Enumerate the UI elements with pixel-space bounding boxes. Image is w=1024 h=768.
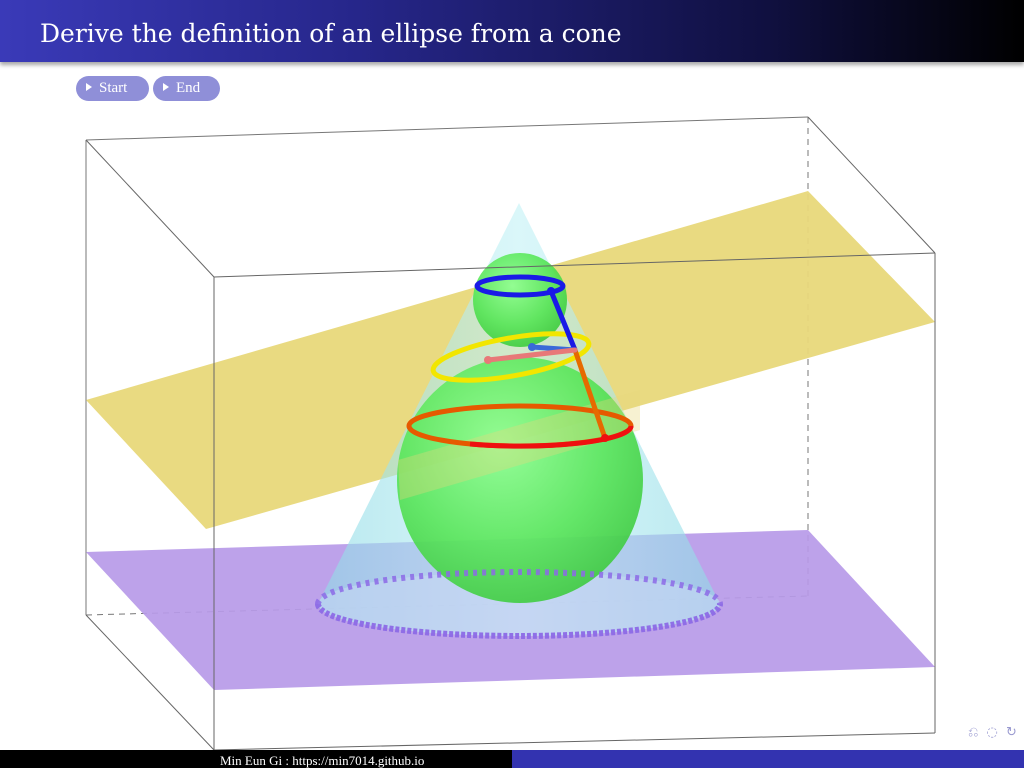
footer-right [512,750,1024,768]
lower-sphere[interactable] [397,357,643,603]
end-button-label: End [176,80,201,96]
slide-title: Derive the definition of an ellipse from… [40,19,622,48]
focal-segments [485,288,608,441]
start-button[interactable]: Start [76,76,149,101]
lower-tangent-circle [406,403,634,449]
intersection-ellipse [430,331,592,383]
title-bar: Derive the definition of an ellipse from… [0,0,1024,62]
dandelin-spheres-scene[interactable] [0,0,1024,750]
upper-tangent-circle [474,274,566,298]
footer-left [0,750,512,768]
bounding-box-front [85,116,936,750]
play-icon [86,83,92,91]
base-circle [315,569,723,639]
footer-author: Min Eun Gi : https://min7014.github.io [220,753,425,768]
end-button[interactable]: End [153,76,220,101]
play-icon [163,83,169,91]
start-button-label: Start [99,80,128,96]
navigation-symbols-icon[interactable]: ⎌ ◌ ↻ [968,725,1019,740]
focal-points [484,287,609,442]
